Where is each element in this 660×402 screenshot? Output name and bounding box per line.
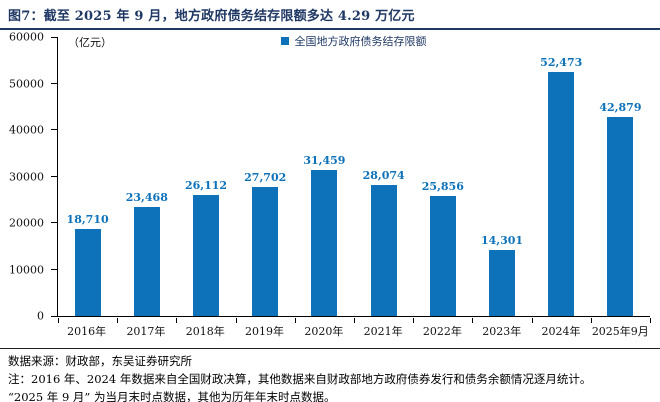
y-tick-mark xyxy=(51,176,57,177)
bar-slot: 31,459 xyxy=(295,37,354,316)
x-tick-label: 2017年 xyxy=(126,325,166,338)
figure-title: 图7：截至 2025 年 9 月，地方政府债务结存限额多达 4.29 万亿元 xyxy=(8,9,415,24)
bar xyxy=(429,195,456,316)
y-tick-label: 30000 xyxy=(9,170,44,183)
x-tick-mark xyxy=(531,318,533,323)
x-tick-mark xyxy=(58,318,59,323)
bar-slot: 27,702 xyxy=(236,37,295,316)
bar xyxy=(133,206,160,316)
x-tick-label: 2021年 xyxy=(363,325,403,338)
x-tick-label: 2024年 xyxy=(541,325,581,338)
bar xyxy=(370,185,397,316)
chart-legend: 全国地方政府债务结存限额 xyxy=(57,33,650,49)
bar-value-label: 18,710 xyxy=(66,213,109,226)
x-tick-mark xyxy=(354,318,355,323)
bar xyxy=(74,229,101,316)
x-tick-mark xyxy=(590,318,592,323)
x-tick-mark xyxy=(117,318,119,323)
x-tick-mark xyxy=(294,318,296,323)
bar-slot: 25,856 xyxy=(413,37,472,316)
bar xyxy=(607,116,634,316)
x-tick-mark xyxy=(235,318,237,323)
bar-value-label: 42,879 xyxy=(599,100,642,114)
y-tick-mark xyxy=(51,315,57,317)
x-tick-label: 2023年 xyxy=(482,325,522,338)
y-tick-mark xyxy=(51,36,57,38)
y-tick-mark xyxy=(51,222,57,224)
x-tick-label: 2022年 xyxy=(422,325,462,338)
bar-slot: 26,112 xyxy=(176,37,235,316)
y-tick-label: 40000 xyxy=(9,123,44,137)
bar-value-label: 14,301 xyxy=(480,233,524,247)
y-tick-mark xyxy=(51,82,57,84)
bar-slot: 52,473 xyxy=(532,37,591,316)
x-tick-label: 2018年 xyxy=(185,325,225,338)
bar xyxy=(311,169,338,316)
y-tick-label: 10000 xyxy=(9,263,44,276)
bar-value-label: 26,112 xyxy=(184,178,228,192)
bar-value-label: 28,074 xyxy=(362,169,405,183)
bar-slot: 14,301 xyxy=(472,37,531,316)
bar xyxy=(548,72,575,316)
bar-slot: 18,710 xyxy=(58,37,117,316)
x-tick-label: 2025年9月 xyxy=(591,325,649,338)
bar-value-label: 52,473 xyxy=(540,56,583,70)
note-line-1: 注：2016 年、2024 年数据来自全国财政决算，其他数据来自财政部地方政府债… xyxy=(8,372,592,386)
y-tick-label: 20000 xyxy=(9,216,44,230)
legend-label: 全国地方政府债务结存限额 xyxy=(294,35,427,48)
bar-value-label: 27,702 xyxy=(244,171,287,185)
x-tick-mark xyxy=(472,318,474,323)
bars-container: 18,710 23,468 26,112 27,702 31,459 28,074 25,8… xyxy=(58,37,650,316)
bar-slot: 42,879 xyxy=(591,37,650,316)
source-line: 数据来源：财政部，东吴证券研究所 xyxy=(8,354,192,368)
y-axis-unit-label: （亿元） xyxy=(68,36,112,49)
legend-marker-icon xyxy=(280,37,289,45)
bar xyxy=(252,187,279,316)
y-axis-labels: 60000 50000 40000 30000 20000 10000 0 xyxy=(0,31,50,323)
y-tick-mark xyxy=(51,129,57,131)
bar-slot: 28,074 xyxy=(354,37,413,316)
note-line-2: “2025 年 9 月” 为当月末时点数据，其他为历年年末时点数据。 xyxy=(8,390,336,402)
x-axis-labels: 2016年 2017年 2018年 2019年 2020年 2021年 2022年 2023年… xyxy=(57,323,650,339)
bar-value-label: 25,856 xyxy=(421,179,464,193)
bar-value-label: 31,459 xyxy=(303,153,346,167)
x-tick-mark xyxy=(176,318,178,323)
x-tick-label: 2019年 xyxy=(245,325,285,338)
footer-notes: 数据来源：财政部，东吴证券研究所 注：2016 年、2024 年数据来自全国财政… xyxy=(0,348,660,402)
x-tick-label: 2016年 xyxy=(67,325,107,338)
bar-slot: 23,468 xyxy=(117,37,176,316)
bar-chart: 全国地方政府债务结存限额 （亿元） 60000 50000 40000 30000 20… xyxy=(0,30,660,346)
y-tick-mark xyxy=(51,269,57,270)
bar-value-label: 23,468 xyxy=(125,190,168,204)
title-divider xyxy=(0,28,660,30)
plot-area: 18,710 23,468 26,112 27,702 31,459 28,074 25,8… xyxy=(51,36,651,323)
y-tick-label: 0 xyxy=(37,309,44,323)
bar xyxy=(489,249,516,316)
x-tick-mark xyxy=(650,318,651,323)
y-tick-label: 60000 xyxy=(9,30,44,44)
bar xyxy=(193,194,219,316)
y-tick-label: 50000 xyxy=(9,77,44,90)
x-tick-label: 2020年 xyxy=(304,325,344,338)
x-tick-mark xyxy=(413,318,415,323)
